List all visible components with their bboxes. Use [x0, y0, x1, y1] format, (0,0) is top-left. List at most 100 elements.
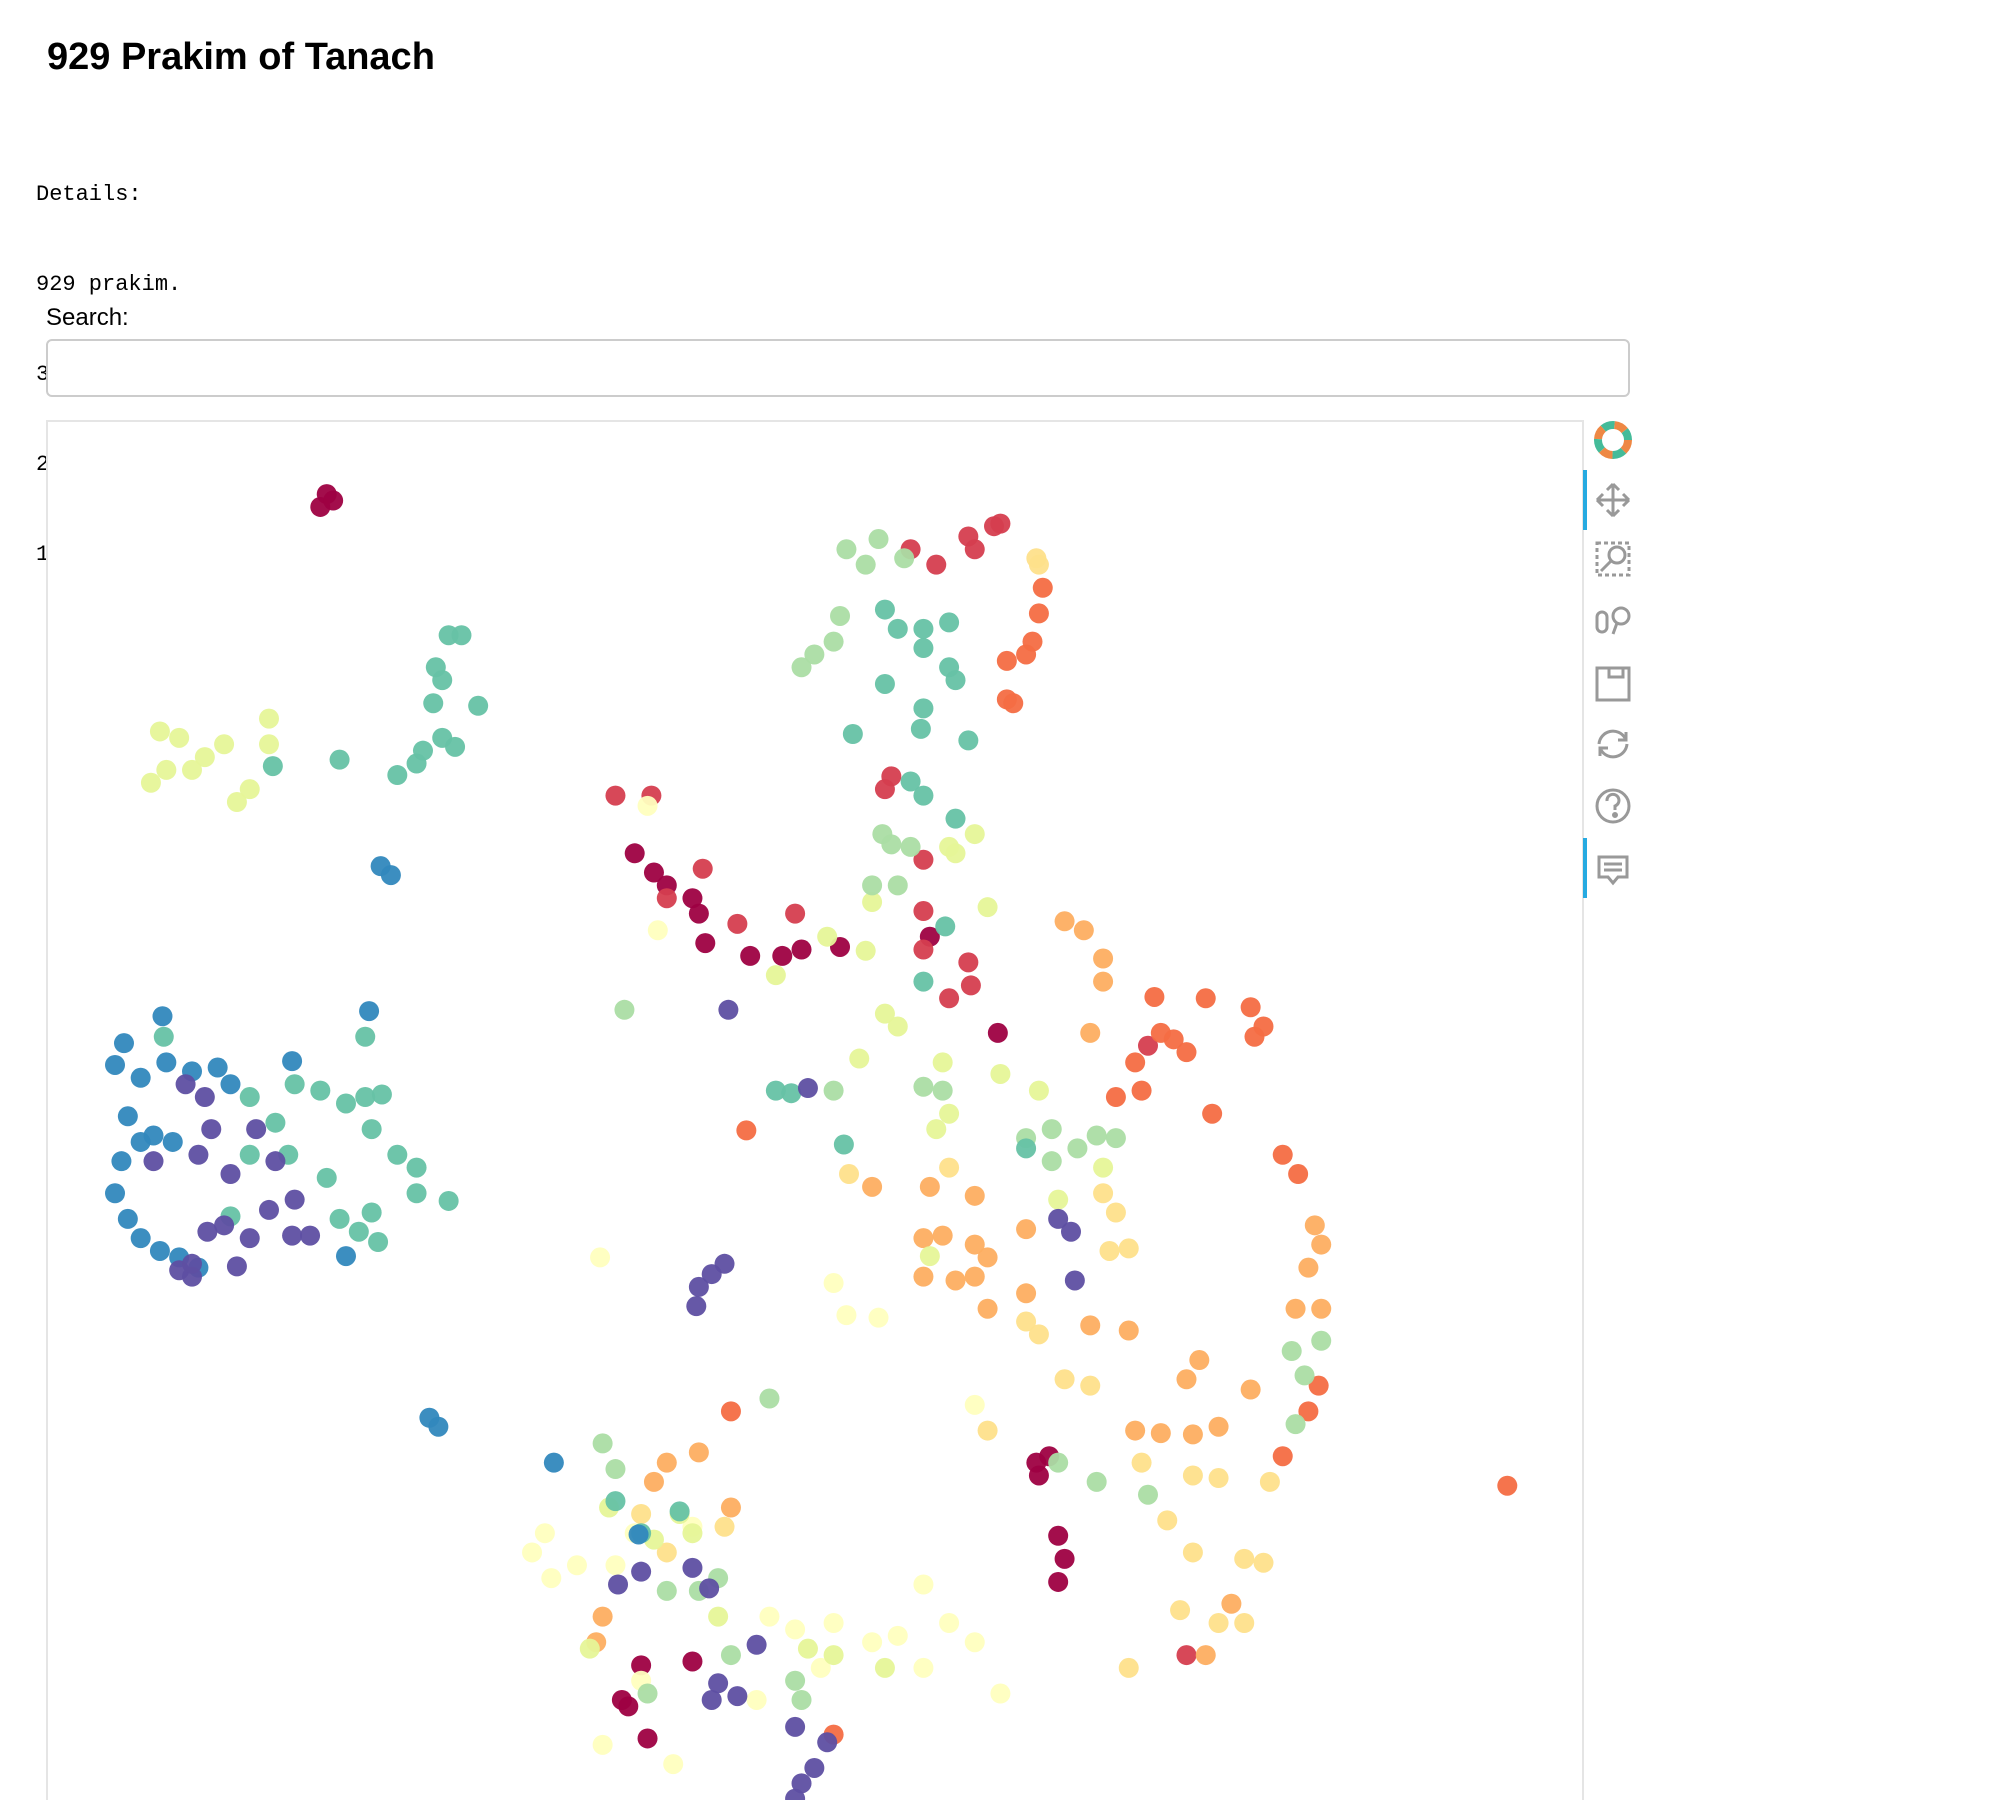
point	[149, 721, 170, 742]
point	[913, 1574, 934, 1595]
point	[1272, 1144, 1293, 1165]
point	[262, 756, 283, 777]
box-zoom-tool[interactable]	[1595, 541, 1631, 577]
point	[964, 1632, 985, 1653]
point	[663, 1754, 684, 1775]
point	[836, 539, 857, 560]
point	[785, 1716, 806, 1737]
point	[714, 1516, 735, 1537]
point	[1054, 1369, 1075, 1390]
point	[1259, 1471, 1280, 1492]
point	[746, 1634, 767, 1655]
point	[656, 1542, 677, 1563]
point	[926, 554, 947, 575]
pan-tool[interactable]	[1595, 482, 1631, 518]
point	[791, 657, 812, 678]
point	[153, 1026, 174, 1047]
point	[282, 1051, 303, 1072]
point	[977, 897, 998, 918]
point	[964, 824, 985, 845]
point	[631, 1561, 652, 1582]
point	[823, 631, 844, 652]
point	[239, 1087, 260, 1108]
point	[1131, 1452, 1152, 1473]
point	[1086, 1125, 1107, 1146]
point	[1253, 1552, 1274, 1573]
point	[708, 1606, 729, 1627]
point	[682, 1651, 703, 1672]
point	[579, 1638, 600, 1659]
point	[380, 865, 401, 886]
save-tool[interactable]	[1595, 666, 1631, 702]
point	[1137, 1484, 1158, 1505]
point	[1304, 1215, 1325, 1236]
point	[111, 1151, 132, 1172]
reset-tool[interactable]	[1597, 729, 1629, 759]
hover-tool[interactable]	[1597, 855, 1629, 886]
help-tool[interactable]	[1595, 788, 1631, 824]
point	[631, 1503, 652, 1524]
point	[1208, 1468, 1229, 1489]
point	[423, 693, 444, 714]
point	[323, 490, 344, 511]
point	[1028, 554, 1049, 575]
point	[214, 734, 235, 755]
point	[1137, 1035, 1158, 1056]
point	[1182, 1424, 1203, 1445]
toolbar	[1583, 421, 1632, 898]
point	[541, 1568, 562, 1589]
point	[265, 1151, 286, 1172]
point	[958, 952, 979, 973]
point	[1170, 1600, 1191, 1621]
point	[239, 779, 260, 800]
points	[105, 484, 1518, 1800]
point	[855, 554, 876, 575]
search-input[interactable]	[46, 339, 1630, 397]
point	[1298, 1257, 1319, 1278]
point	[913, 1228, 934, 1249]
point	[708, 1673, 729, 1694]
point	[977, 1247, 998, 1268]
point	[1182, 1465, 1203, 1486]
point	[817, 926, 838, 947]
point	[105, 1054, 126, 1075]
point	[371, 1084, 392, 1105]
point	[1234, 1548, 1255, 1569]
point	[1208, 1416, 1229, 1437]
point	[406, 1183, 427, 1204]
point	[868, 1307, 889, 1328]
point	[939, 1612, 960, 1633]
point	[284, 1189, 305, 1210]
bokeh-logo[interactable]	[1594, 421, 1632, 459]
wheel-zoom-tool[interactable]	[1595, 606, 1631, 635]
point	[1105, 1087, 1126, 1108]
point	[791, 1689, 812, 1710]
point	[1016, 1311, 1037, 1332]
point	[1048, 1571, 1069, 1592]
point	[913, 1266, 934, 1287]
point	[964, 1185, 985, 1206]
point	[932, 1225, 953, 1246]
point	[804, 1757, 825, 1778]
point	[913, 939, 934, 960]
point	[830, 605, 851, 626]
point	[1028, 1080, 1049, 1101]
point	[868, 529, 889, 550]
point	[188, 1144, 209, 1165]
point	[718, 999, 739, 1020]
point	[874, 673, 895, 694]
point	[592, 1734, 613, 1755]
point	[720, 1401, 741, 1422]
point	[534, 1523, 555, 1544]
point	[258, 734, 279, 755]
point	[182, 759, 203, 780]
point	[149, 1240, 170, 1261]
point	[214, 1215, 235, 1236]
point	[1105, 1128, 1126, 1149]
point	[727, 913, 748, 934]
point	[887, 1625, 908, 1646]
point	[945, 1270, 966, 1291]
point	[590, 1247, 611, 1268]
point	[348, 1221, 369, 1242]
